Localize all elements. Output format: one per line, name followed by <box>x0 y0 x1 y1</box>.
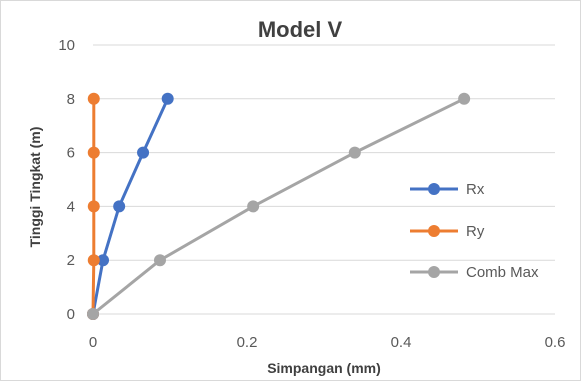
series-point-comb-max-1 <box>153 254 166 267</box>
y-axis-title: Tinggi Tingkat (m) <box>27 127 43 248</box>
legend-label-ry: Ry <box>466 223 485 240</box>
y-tick-label-3: 6 <box>67 145 75 162</box>
series-point-rx-3 <box>137 146 150 159</box>
series-point-comb-max-0 <box>87 308 99 320</box>
y-tick-label-4: 8 <box>67 91 75 108</box>
y-tick-label-0: 0 <box>67 306 75 323</box>
series-point-comb-max-4 <box>458 92 471 105</box>
series-point-ry-1 <box>87 254 100 267</box>
series-point-comb-max-2 <box>247 200 260 213</box>
legend-marker-comb-max <box>428 266 440 278</box>
series-point-ry-3 <box>87 146 100 159</box>
series-layer <box>87 92 471 320</box>
legend-marker-ry <box>428 225 440 237</box>
legend: Rx Ry Comb Max <box>410 181 539 281</box>
series-point-ry-4 <box>87 92 100 105</box>
chart-title: Model V <box>258 17 343 42</box>
series-point-rx-4 <box>161 92 174 105</box>
series-point-rx-2 <box>113 200 126 213</box>
x-tick-label-3: 0.6 <box>545 334 566 351</box>
tick-labels: 0 2 4 6 8 10 0 0.2 0.4 0.6 <box>58 37 565 351</box>
series-point-comb-max-3 <box>348 146 361 159</box>
y-tick-label-1: 2 <box>67 252 75 269</box>
legend-marker-rx <box>428 183 440 195</box>
y-tick-label-2: 4 <box>67 198 75 215</box>
x-tick-label-2: 0.4 <box>391 334 412 351</box>
series-point-ry-2 <box>87 200 100 213</box>
x-axis-title: Simpangan (mm) <box>267 360 381 376</box>
x-tick-label-1: 0.2 <box>237 334 258 351</box>
x-tick-label-0: 0 <box>89 334 97 351</box>
legend-label-comb-max: Comb Max <box>466 264 539 281</box>
series-point-rx-1 <box>97 254 110 267</box>
y-tick-label-5: 10 <box>58 37 75 54</box>
legend-label-rx: Rx <box>466 181 485 198</box>
